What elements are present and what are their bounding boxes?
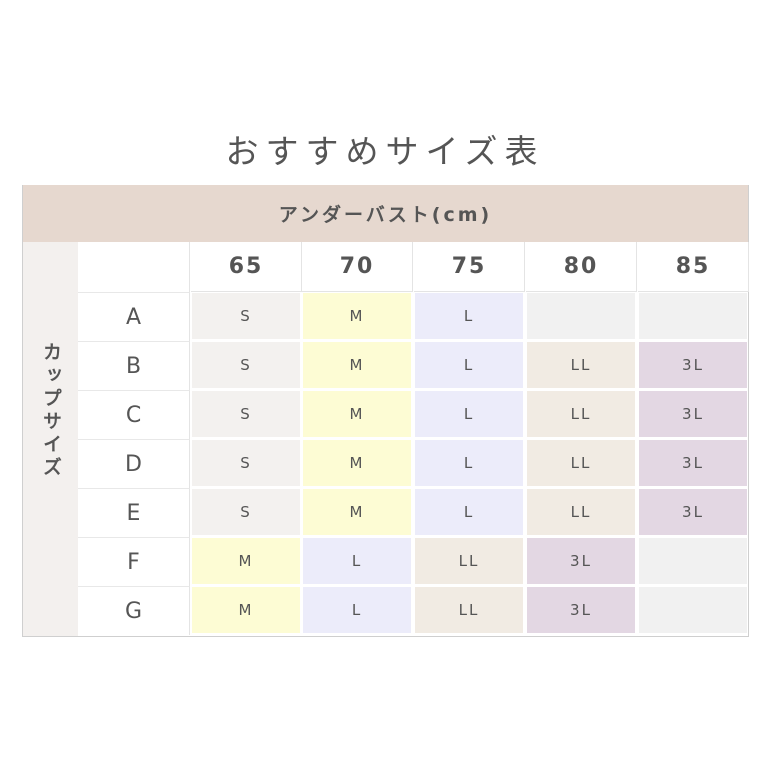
row-header: E xyxy=(78,488,190,537)
row-header: B xyxy=(78,341,190,390)
size-cell: S xyxy=(192,293,300,339)
size-cell: S xyxy=(192,440,300,486)
size-cell: LL xyxy=(527,342,635,388)
column-header: 85 xyxy=(638,242,749,292)
size-cell: S xyxy=(192,391,300,437)
cup-size-label: カップサイズ xyxy=(40,342,62,480)
row-header: D xyxy=(78,439,190,488)
size-cell: 3L xyxy=(639,342,747,388)
row-header: G xyxy=(78,586,190,635)
size-cell: M xyxy=(192,587,300,633)
size-cell xyxy=(639,538,747,584)
size-cell: 3L xyxy=(527,538,635,584)
under-bust-header: アンダーバスト(cm) xyxy=(23,185,748,242)
size-cell xyxy=(527,293,635,339)
size-cell: M xyxy=(303,293,411,339)
size-cell: M xyxy=(303,440,411,486)
size-cell xyxy=(639,293,747,339)
size-cell: L xyxy=(303,538,411,584)
size-cell: M xyxy=(303,391,411,437)
column-header: 75 xyxy=(414,242,525,292)
size-cell: L xyxy=(303,587,411,633)
size-cell: 3L xyxy=(639,391,747,437)
size-cell: 3L xyxy=(527,587,635,633)
column-header: 70 xyxy=(302,242,413,292)
size-cell: 3L xyxy=(639,489,747,535)
size-cell: L xyxy=(415,391,523,437)
size-cell: L xyxy=(415,293,523,339)
size-cell: S xyxy=(192,342,300,388)
size-cell: LL xyxy=(415,587,523,633)
row-header: C xyxy=(78,390,190,439)
column-header: 65 xyxy=(191,242,302,292)
size-cell: M xyxy=(303,489,411,535)
size-cell: S xyxy=(192,489,300,535)
size-cell: LL xyxy=(415,538,523,584)
size-cell: LL xyxy=(527,391,635,437)
size-cell: LL xyxy=(527,489,635,535)
cup-size-column: カップサイズ xyxy=(23,242,78,636)
size-cell: 3L xyxy=(639,440,747,486)
header-corner xyxy=(78,242,190,292)
size-cell xyxy=(639,587,747,633)
row-header: A xyxy=(78,292,190,341)
row-header: F xyxy=(78,537,190,586)
page-title: おすすめサイズ表 xyxy=(225,132,545,171)
size-cell: M xyxy=(303,342,411,388)
size-cell: L xyxy=(415,440,523,486)
column-header: 80 xyxy=(526,242,637,292)
size-cell: M xyxy=(192,538,300,584)
size-cell: LL xyxy=(527,440,635,486)
size-cell: L xyxy=(415,342,523,388)
size-cell: L xyxy=(415,489,523,535)
size-table: アンダーバスト(cm) カップサイズ 65 70 75 80 85 A S M L B S M L LL 3… xyxy=(22,185,749,637)
